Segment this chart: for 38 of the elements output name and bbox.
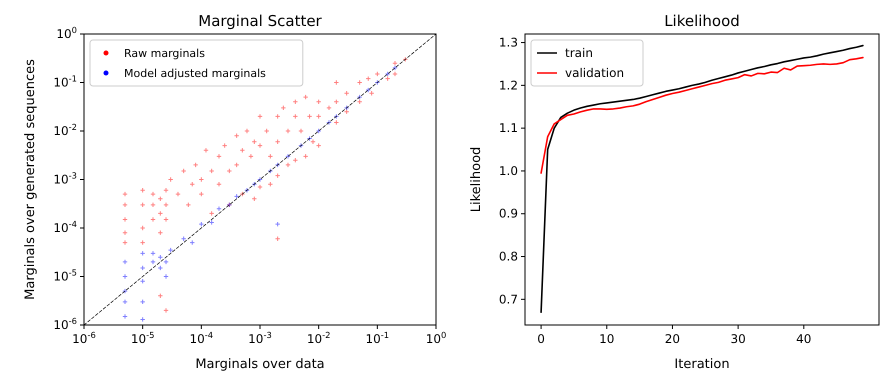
line-series — [540, 44, 864, 313]
x-axis-title: Iteration — [674, 357, 730, 372]
y-tick-label: 10$^{0}$ — [56, 25, 77, 41]
y-tick-label: 10$^{-3}$ — [53, 170, 77, 186]
x-tick-label: 10$^{-3}$ — [248, 330, 272, 346]
y-tick-label: 10$^{-1}$ — [53, 74, 77, 90]
y-axis-title: Likelihood — [469, 146, 484, 212]
y-tick-label: 1.1 — [498, 121, 518, 136]
x-tick-label: 20 — [664, 332, 680, 346]
x-tick-label: 0 — [537, 332, 545, 346]
y-tick-label: 0.9 — [498, 206, 518, 221]
x-tick-label: 10$^{-4}$ — [190, 330, 214, 346]
x-tick-label: 10$^{0}$ — [426, 330, 446, 346]
y-tick-label: 10$^{-2}$ — [53, 122, 77, 138]
x-tick-label: 10$^{-6}$ — [72, 330, 96, 346]
y-tick-label: 1.3 — [498, 36, 518, 50]
chart-title: Likelihood — [664, 12, 740, 30]
y-tick-label: 10$^{-4}$ — [53, 219, 77, 235]
legend-label: Model adjusted marginals — [124, 67, 266, 80]
x-axis-title: Marginals over data — [195, 357, 325, 372]
y-tick-label: 0.7 — [498, 292, 518, 306]
legend-label: validation — [565, 66, 624, 80]
legend-label: train — [565, 46, 593, 60]
y-tick-label: 10$^{-6}$ — [53, 316, 77, 332]
chart-title: Marginal Scatter — [198, 12, 323, 30]
line-series — [540, 56, 864, 174]
x-tick-label: 30 — [730, 332, 746, 346]
y-tick-label: 0.8 — [498, 250, 518, 264]
y-tick-label: 1.2 — [498, 78, 518, 92]
y-tick-label: 1.0 — [498, 164, 518, 178]
y-axis-title: Marginals over generated sequences — [23, 58, 38, 300]
x-tick-label: 10$^{-1}$ — [366, 330, 390, 346]
x-tick-label: 10$^{-2}$ — [306, 330, 330, 346]
x-tick-label: 10 — [599, 332, 614, 346]
legend-label: Raw marginals — [124, 47, 206, 60]
y-tick-label: 10$^{-5}$ — [53, 268, 77, 284]
x-tick-label: 10$^{-5}$ — [130, 330, 154, 346]
x-tick-label: 40 — [796, 332, 812, 346]
